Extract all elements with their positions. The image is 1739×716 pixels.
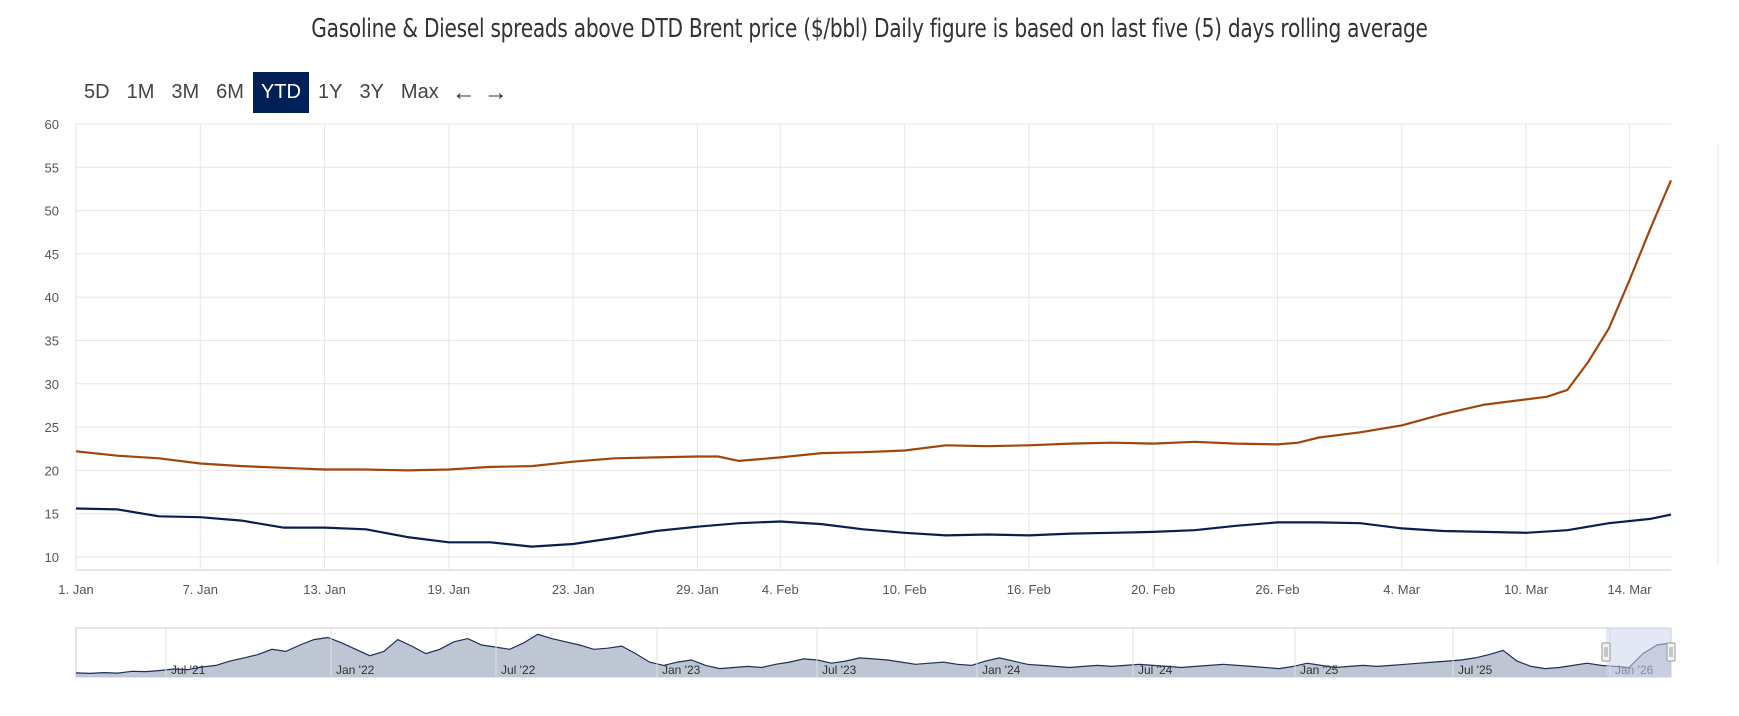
y-tick-label: 60 — [45, 117, 59, 132]
range-button-3m[interactable]: 3M — [171, 81, 200, 103]
series-line-lower — [75, 507, 1672, 548]
grid — [75, 123, 1719, 571]
range-button-1y[interactable]: 1Y — [317, 81, 343, 103]
range-button-6m[interactable]: 6M — [216, 81, 244, 103]
x-tick-label: 4. Feb — [762, 582, 799, 597]
series-lines — [75, 179, 1673, 548]
range-button-ytd[interactable]: YTD — [252, 72, 309, 113]
x-tick-label: 13. Jan — [303, 582, 346, 597]
series-line-upper — [75, 179, 1673, 472]
range-button-5d[interactable]: 5D — [84, 81, 110, 103]
y-tick-label: 10 — [45, 550, 59, 565]
navigator-handle-right[interactable] — [1666, 642, 1676, 662]
y-tick-label: 30 — [45, 377, 59, 392]
x-tick-label: 14. Mar — [1608, 582, 1653, 597]
y-tick-label: 45 — [45, 247, 59, 262]
x-tick-label: 19. Jan — [428, 582, 471, 597]
navigator-label: Jul '21 — [171, 663, 206, 677]
y-axis: 10 15 20 25 30 35 40 45 50 55 60 — [45, 117, 59, 565]
navigator-label: Jul '24 — [1138, 663, 1173, 677]
chart-title: Gasoline & Diesel spreads above DTD Bren… — [311, 14, 1428, 44]
arrow-right-icon[interactable]: → — [483, 79, 508, 106]
y-tick-label: 35 — [45, 334, 59, 349]
navigator-label: Jan '22 — [336, 663, 375, 677]
navigator-label: Jan '23 — [662, 663, 701, 677]
x-tick-label: 16. Feb — [1007, 582, 1051, 597]
x-tick-label: 29. Jan — [676, 582, 719, 597]
x-tick-label: 20. Feb — [1131, 582, 1175, 597]
y-tick-label: 20 — [45, 463, 59, 478]
y-tick-label: 50 — [45, 204, 59, 219]
navigator[interactable]: Jul '21 Jan '22 Jul '22 Jan '23 Jul '23 Jan '… — [75, 627, 1676, 678]
x-tick-label: 23. Jan — [552, 582, 595, 597]
navigator-label: Jan '24 — [982, 663, 1021, 677]
range-button-3y[interactable]: 3Y — [359, 81, 384, 103]
x-tick-label: 4. Mar — [1383, 582, 1421, 597]
navigator-label: Jan '25 — [1300, 663, 1339, 677]
navigator-handle-left[interactable] — [1601, 642, 1611, 662]
navigator-label: Jul '23 — [822, 663, 857, 677]
navigator-label: Jul '25 — [1458, 663, 1493, 677]
range-button-1m[interactable]: 1M — [126, 81, 155, 103]
y-tick-label: 25 — [45, 420, 59, 435]
y-tick-label: 40 — [45, 290, 59, 305]
navigator-selection[interactable] — [1606, 628, 1671, 677]
navigator-area — [76, 634, 1671, 677]
arrow-left-icon[interactable]: ← — [451, 79, 476, 106]
x-tick-label: 26. Feb — [1255, 582, 1299, 597]
x-tick-label: 1. Jan — [58, 582, 93, 597]
x-axis: 1. Jan 7. Jan 13. Jan 19. Jan 23. Jan 29. Jan… — [58, 582, 1652, 597]
x-tick-label: 10. Feb — [883, 582, 927, 597]
x-tick-label: 7. Jan — [183, 582, 218, 597]
y-tick-label: 55 — [45, 160, 59, 175]
navigator-label: Jul '22 — [501, 663, 536, 677]
range-selector: 5D 1M 3M 6M YTD 1Y 3Y Max ← → — [76, 72, 512, 113]
x-tick-label: 10. Mar — [1504, 582, 1549, 597]
y-tick-label: 15 — [45, 507, 59, 522]
range-button-max[interactable]: Max — [400, 81, 439, 103]
navigator-line — [75, 633, 1672, 675]
